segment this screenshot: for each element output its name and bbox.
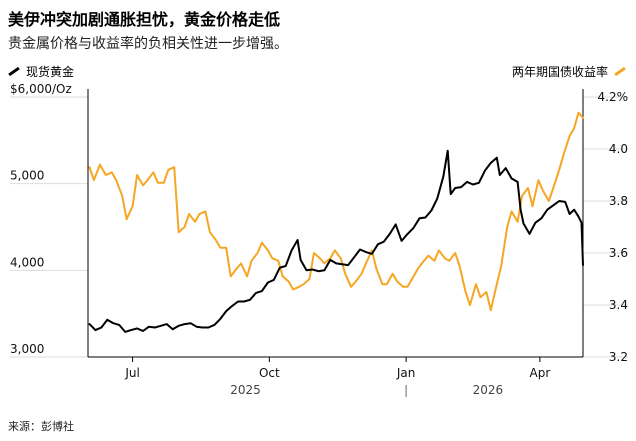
legend-yield: 两年期国债收益率: [512, 63, 626, 80]
left-tick-label: $6,000/Oz: [10, 82, 72, 96]
right-tick-label: 3.6: [609, 246, 628, 260]
legend-gold-label: 现货黄金: [26, 65, 75, 79]
x-tick-label: Jan: [396, 366, 416, 380]
right-tick-label: 3.4: [609, 298, 628, 312]
right-tick-label: 3.2: [609, 350, 628, 364]
chart-title: 美伊冲突加剧通胀担忧，黄金价格走低: [8, 10, 281, 29]
right-tick-label: 4.2%: [598, 90, 629, 104]
legend-yield-label: 两年期国债收益率: [511, 65, 608, 79]
year-label: 2026: [473, 383, 504, 397]
year-label: 2025: [230, 383, 261, 397]
gold-price-line: [88, 149, 584, 333]
legend-gold: 现货黄金: [8, 63, 74, 80]
chart-subtitle: 贵金属价格与收益率的负相关性进一步增强。: [8, 36, 288, 52]
treasury-yield-line: [88, 111, 584, 312]
x-tick-label: Apr: [530, 366, 551, 380]
left-tick-label: 5,000: [10, 169, 44, 183]
x-tick-label: Jul: [124, 366, 139, 380]
right-tick-label: 4.0: [609, 142, 628, 156]
x-tick-label: Oct: [259, 366, 280, 380]
source-note: 来源：彭博社: [8, 420, 74, 433]
left-tick-label: 3,000: [10, 342, 44, 356]
left-tick-label: 4,000: [10, 255, 44, 269]
right-tick-label: 3.8: [609, 194, 628, 208]
